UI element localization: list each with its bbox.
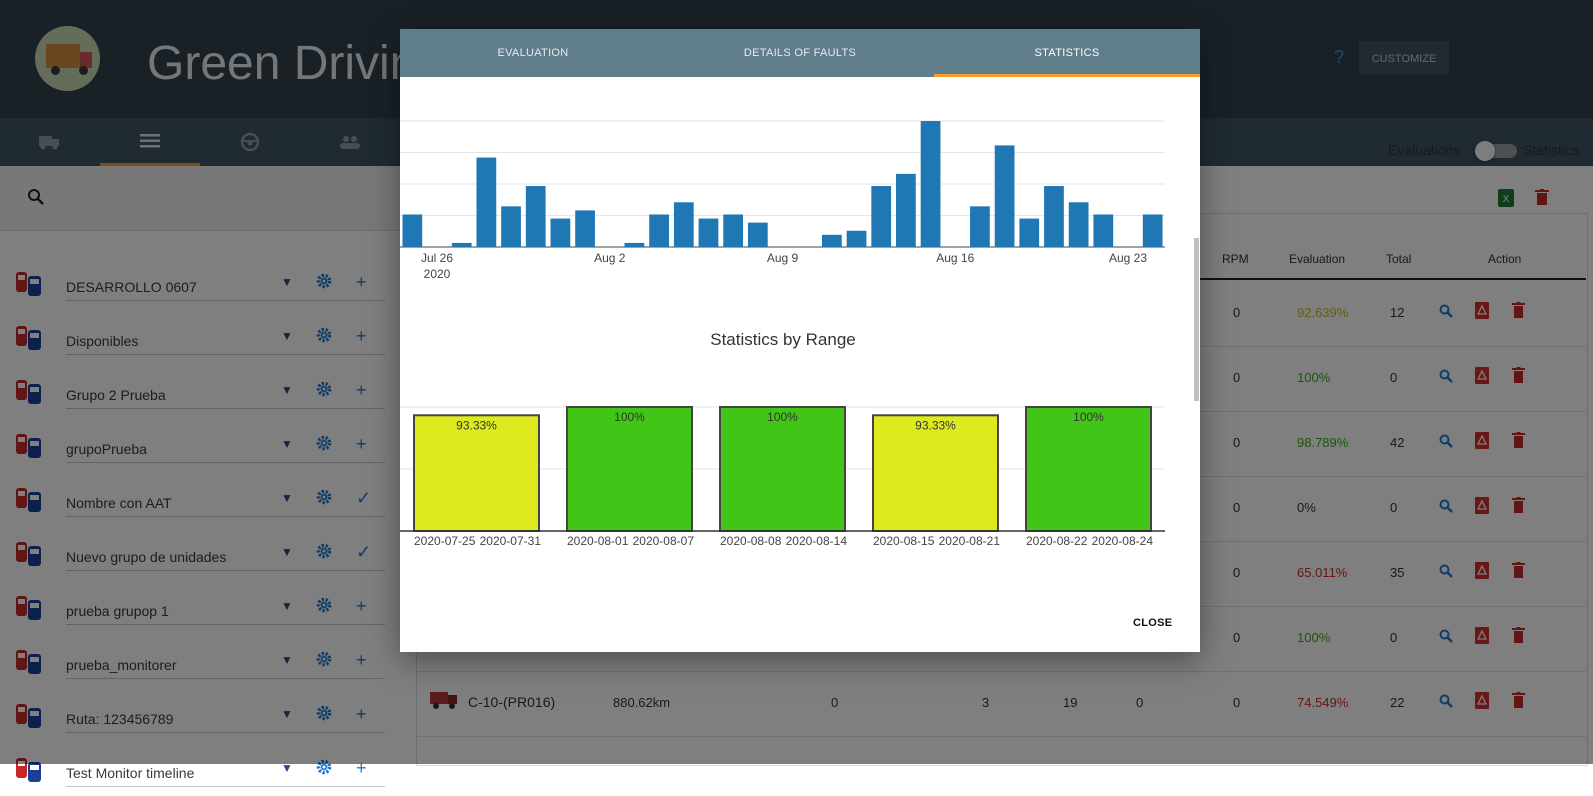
x-year-label: 2020 — [424, 267, 451, 281]
bar-value-label: 93.33% — [456, 418, 497, 432]
daily-bar — [970, 206, 990, 247]
statistics-modal — [400, 29, 1200, 652]
daily-bar — [1019, 218, 1040, 247]
active-tab-indicator — [934, 74, 1200, 77]
daily-bar — [501, 206, 521, 247]
range-end-label: 2020-08-24 — [1092, 534, 1154, 548]
daily-bar — [994, 145, 1015, 247]
daily-bar — [846, 230, 867, 247]
modal-tab-bar — [400, 29, 1200, 77]
tab-statistics[interactable]: STATISTICS — [1034, 47, 1100, 59]
daily-bar — [525, 186, 546, 247]
range-end-label: 2020-08-14 — [786, 534, 848, 548]
chart-title: Statistics by Range — [710, 330, 856, 349]
daily-bar — [1068, 202, 1089, 247]
range-statistics-chart: Statistics by Range 93.33% 2020-07-25 2020-… — [400, 330, 1165, 548]
daily-bar — [402, 214, 423, 247]
daily-bar — [649, 214, 669, 247]
bar-value-label: 93.33% — [915, 418, 956, 432]
daily-bar — [1044, 186, 1064, 247]
daily-bar — [723, 214, 744, 247]
range-start-label: 2020-07-25 — [414, 534, 476, 548]
daily-bar — [821, 234, 842, 247]
daily-bar — [1093, 214, 1114, 247]
daily-bar — [673, 202, 694, 247]
daily-bar — [1142, 214, 1163, 247]
range-start-label: 2020-08-08 — [720, 534, 782, 548]
daily-bar — [451, 242, 472, 247]
daily-statistics-chart: Jul 26 Aug 2 Aug 9 Aug 16 Aug 23 2020 — [400, 120, 1165, 281]
modal-scrollbar[interactable] — [1194, 238, 1199, 401]
group-name: Test Monitor timeline — [66, 765, 195, 781]
bar-value-label: 100% — [614, 410, 645, 424]
range-bar — [1025, 406, 1152, 532]
daily-bar — [747, 222, 768, 247]
range-bar — [413, 414, 540, 532]
range-bar — [719, 406, 846, 532]
daily-bar — [896, 173, 916, 247]
daily-bar — [920, 121, 941, 247]
x-tick-label: Aug 23 — [1109, 251, 1147, 265]
range-start-label: 2020-08-01 — [567, 534, 629, 548]
range-end-label: 2020-08-07 — [633, 534, 695, 548]
x-tick-label: Aug 16 — [936, 251, 974, 265]
daily-bar — [698, 218, 719, 247]
tab-evaluation[interactable]: EVALUATION — [497, 47, 569, 59]
bar-value-label: 100% — [1073, 410, 1104, 424]
range-end-label: 2020-07-31 — [480, 534, 542, 548]
range-start-label: 2020-08-22 — [1026, 534, 1088, 548]
x-tick-label: Aug 2 — [594, 251, 626, 265]
close-button[interactable]: CLOSE — [1127, 616, 1178, 630]
bar-value-label: 100% — [767, 410, 798, 424]
daily-bar — [871, 186, 892, 247]
range-start-label: 2020-08-15 — [873, 534, 935, 548]
tab-details-of-faults[interactable]: DETAILS OF FAULTS — [743, 47, 857, 59]
daily-bar — [624, 242, 645, 247]
group-divider — [66, 786, 385, 787]
range-bar — [566, 406, 693, 532]
x-tick-label: Aug 9 — [767, 251, 799, 265]
daily-bar — [476, 157, 497, 247]
range-bar — [872, 414, 999, 532]
daily-bar — [575, 210, 595, 247]
x-tick-label: Jul 26 — [421, 251, 453, 265]
range-end-label: 2020-08-21 — [939, 534, 1001, 548]
daily-bar — [550, 218, 571, 247]
